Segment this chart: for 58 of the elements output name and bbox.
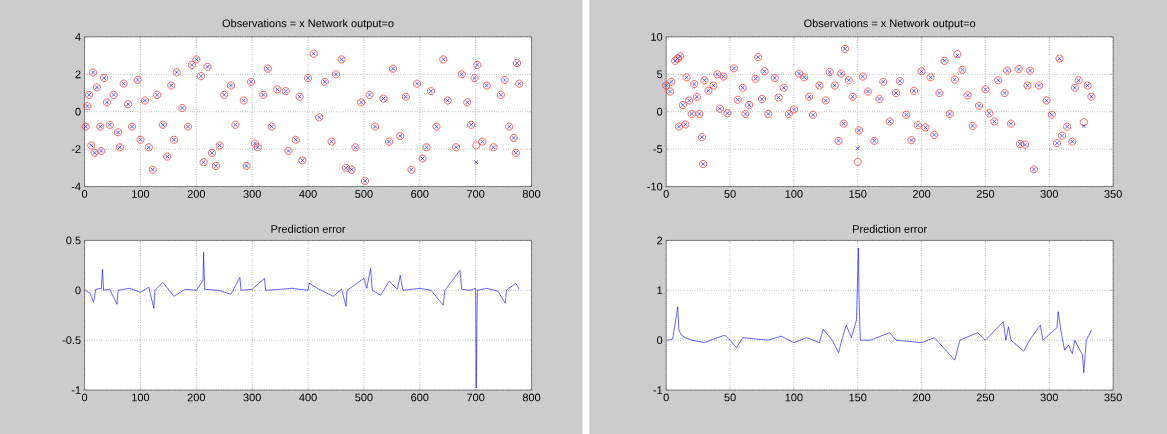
y-tick-label: 0 — [75, 286, 81, 295]
x-tick-label: 150 — [849, 190, 867, 198]
x-tick-label: 100 — [132, 393, 150, 402]
line-series — [84, 252, 520, 389]
y-tick-label: 0 — [656, 107, 663, 116]
y-tick-label: 2 — [657, 236, 663, 245]
x-tick-label: 0 — [663, 393, 669, 402]
x-tick-label: 100 — [785, 190, 803, 198]
x-tick-label: 300 — [243, 190, 261, 198]
x-tick-label: 0 — [81, 190, 88, 198]
x-tick-label: 200 — [912, 393, 931, 402]
x-tick-label: 200 — [912, 190, 931, 198]
y-tick-label: 2 — [75, 70, 81, 79]
x-tick-label: 100 — [132, 190, 150, 198]
chart-title: Prediction error — [271, 224, 346, 233]
x-tick-label: 200 — [187, 190, 206, 198]
chart-title: Observations = x Network output=o — [222, 19, 394, 30]
x-tick-label: 50 — [724, 393, 736, 402]
x-tick-label: 800 — [522, 393, 541, 402]
x-tick-label: 0 — [81, 393, 88, 402]
x-tick-label: 700 — [467, 393, 485, 402]
x-tick-label: 250 — [976, 190, 995, 198]
x-tick-label: 0 — [663, 190, 669, 198]
y-tick-label: -0.5 — [62, 336, 81, 345]
y-tick-label: 10 — [651, 33, 663, 41]
x-tick-label: 700 — [467, 190, 485, 198]
y-tick-label: -1 — [71, 386, 81, 394]
y-tick-label: -2 — [71, 145, 81, 153]
y-tick-label: -4 — [71, 182, 81, 191]
x-tick-label: 600 — [411, 393, 429, 402]
x-tick-label: 200 — [187, 393, 206, 402]
y-tick-label: 4 — [75, 33, 81, 41]
x-tick-label: 100 — [785, 393, 803, 402]
y-tick-label: -5 — [653, 145, 663, 153]
x-tick-label: 500 — [355, 393, 373, 402]
x-tick-label: 300 — [1040, 190, 1058, 198]
y-tick-label: 0.5 — [66, 236, 81, 245]
x-tick-label: 350 — [1104, 393, 1122, 402]
y-tick-label: -10 — [647, 182, 663, 191]
x-tick-label: 300 — [243, 393, 261, 402]
line-series — [667, 247, 1092, 373]
y-tick-label: 0 — [656, 336, 663, 345]
chart-title: Prediction error — [853, 224, 927, 233]
x-tick-label: 400 — [299, 393, 317, 402]
y-tick-label: 5 — [657, 70, 663, 79]
x-tick-label: 500 — [355, 190, 373, 198]
x-tick-label: 300 — [1040, 393, 1058, 402]
y-tick-label: -1 — [653, 386, 663, 394]
x-tick-label: 350 — [1104, 190, 1122, 198]
chart-title: Observations = x Network output=o — [804, 19, 976, 30]
x-tick-label: 150 — [849, 393, 867, 402]
y-tick-label: 0 — [75, 107, 81, 116]
x-tick-label: 250 — [976, 393, 995, 402]
x-tick-label: 400 — [299, 190, 317, 198]
x-tick-label: 50 — [724, 190, 736, 198]
x-tick-label: 800 — [522, 190, 541, 198]
y-tick-label: 1 — [657, 286, 663, 295]
x-tick-label: 600 — [411, 190, 429, 198]
